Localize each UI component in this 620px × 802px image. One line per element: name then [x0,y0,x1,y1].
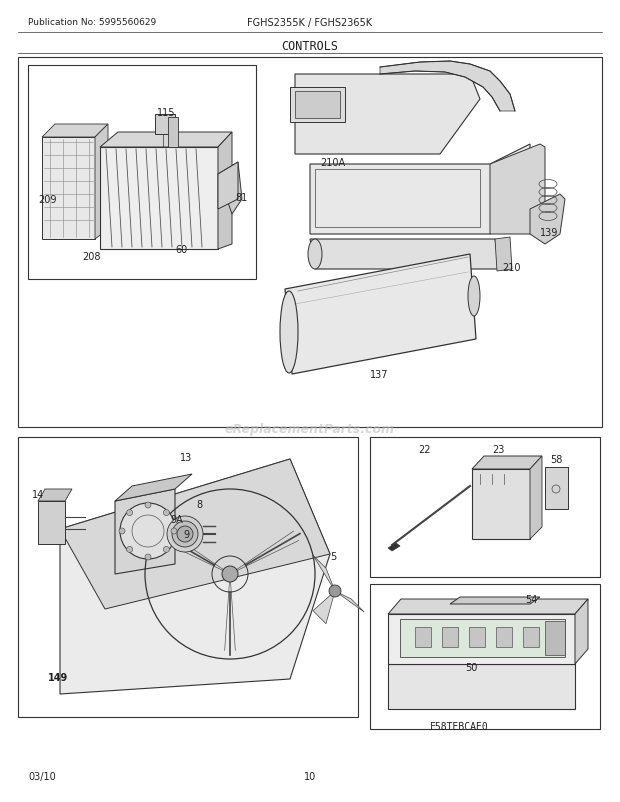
Polygon shape [95,125,108,240]
Polygon shape [545,468,568,509]
Polygon shape [310,240,500,269]
Text: 22: 22 [418,444,430,455]
Circle shape [177,526,193,542]
Polygon shape [388,543,400,551]
Polygon shape [450,597,540,604]
Polygon shape [490,145,545,235]
Bar [28,66,256,280]
Polygon shape [415,627,431,647]
Text: 50: 50 [465,662,477,672]
Text: 13: 13 [180,452,192,463]
Polygon shape [155,115,175,135]
Polygon shape [388,614,575,664]
Polygon shape [335,591,364,612]
Polygon shape [100,133,232,148]
Bar [370,437,600,577]
Text: 03/10: 03/10 [28,771,56,781]
Polygon shape [285,255,476,375]
Polygon shape [60,460,330,610]
Polygon shape [380,62,515,111]
Polygon shape [38,489,72,501]
Circle shape [172,521,198,547]
Polygon shape [530,195,565,245]
Text: 139: 139 [540,228,559,237]
Text: F58TEBCAE0: F58TEBCAE0 [430,721,489,731]
Text: 209: 209 [38,195,56,205]
Polygon shape [495,237,512,272]
Text: 58: 58 [550,455,562,464]
Ellipse shape [308,240,322,269]
Bar [290,88,345,123]
Text: 115: 115 [157,107,175,118]
Polygon shape [168,118,178,148]
Circle shape [164,547,169,553]
Text: 9A: 9A [170,514,183,525]
Text: 10: 10 [304,771,316,781]
Polygon shape [115,475,192,501]
Text: 8: 8 [196,500,202,509]
Bar [18,437,358,717]
Circle shape [126,547,133,553]
Text: CONTROLS: CONTROLS [281,40,339,53]
Text: eReplacementParts.com: eReplacementParts.com [225,423,395,436]
Polygon shape [60,460,330,695]
Circle shape [329,585,341,597]
Polygon shape [115,489,175,574]
Text: 9: 9 [183,529,189,539]
Text: 210: 210 [502,263,521,273]
Polygon shape [400,619,565,657]
Circle shape [126,510,133,516]
Polygon shape [496,627,512,647]
Text: 23: 23 [492,444,505,455]
Polygon shape [313,556,335,591]
Polygon shape [575,599,588,664]
Polygon shape [469,627,485,647]
Circle shape [119,529,125,534]
Polygon shape [38,501,65,545]
Polygon shape [218,163,242,215]
Text: 60: 60 [175,245,187,255]
Circle shape [171,529,177,534]
Polygon shape [523,627,539,647]
Polygon shape [313,591,335,624]
Text: FGHS2355K / FGHS2365K: FGHS2355K / FGHS2365K [247,18,373,28]
Polygon shape [42,138,95,240]
Bar [295,92,340,119]
Text: 5: 5 [330,551,336,561]
Bar [18,58,602,427]
Circle shape [222,566,238,582]
Polygon shape [295,75,480,155]
Text: 14: 14 [32,489,44,500]
Polygon shape [530,456,542,539]
Polygon shape [472,469,530,539]
Polygon shape [218,133,232,249]
Polygon shape [42,125,108,138]
Polygon shape [442,627,458,647]
Text: 81: 81 [235,192,247,203]
Circle shape [164,510,169,516]
Ellipse shape [468,277,480,317]
Bar [370,585,600,729]
Text: 54: 54 [525,594,538,604]
Polygon shape [545,622,565,655]
Polygon shape [472,456,542,469]
Circle shape [167,516,203,553]
Text: 137: 137 [370,370,389,379]
Circle shape [145,502,151,508]
Polygon shape [310,145,530,235]
Text: 149: 149 [48,672,68,683]
Ellipse shape [280,292,298,374]
Polygon shape [388,664,575,709]
Text: 208: 208 [82,252,100,261]
Circle shape [120,504,176,559]
Polygon shape [100,148,218,249]
Polygon shape [388,599,588,614]
Text: 210A: 210A [320,158,345,168]
Text: Publication No: 5995560629: Publication No: 5995560629 [28,18,156,27]
Circle shape [145,554,151,561]
Polygon shape [218,163,238,210]
